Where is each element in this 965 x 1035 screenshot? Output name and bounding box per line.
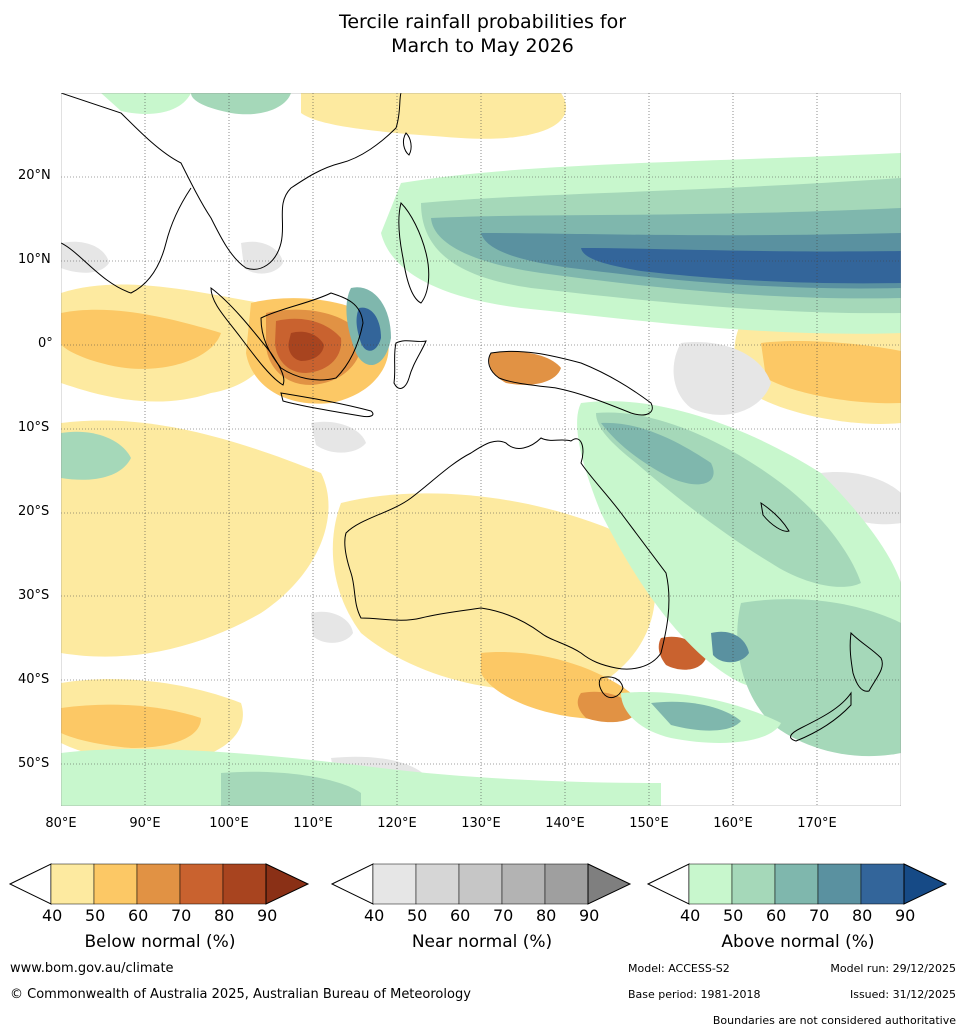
map-svg — [61, 93, 901, 806]
tasmania-coastline — [598, 676, 624, 699]
lat-label-20n: 20°N — [18, 168, 51, 183]
sulawesi-coastline — [393, 340, 427, 389]
borneo-coastline — [260, 292, 364, 381]
lon-label-120e: 120°E — [377, 816, 417, 831]
philippines-coastline — [398, 202, 430, 304]
asia-mainland-coastline — [61, 93, 402, 270]
lat-label-20s: 20°S — [18, 504, 50, 519]
india-coastline — [61, 187, 192, 294]
title-line-2: March to May 2026 — [391, 35, 574, 57]
new-guinea-coastline — [488, 350, 653, 416]
model-run-text: Model run: 29/12/2025 — [830, 962, 956, 975]
base-period-text: Base period: 1981-2018 — [628, 988, 761, 1001]
lon-label-160e: 160°E — [713, 816, 753, 831]
lat-label-10s: 10°S — [18, 420, 50, 435]
issued-text: Issued: 31/12/2025 — [849, 988, 956, 1001]
new-zealand-north-coastline — [849, 631, 883, 692]
near-normal-title: Near normal (%) — [411, 932, 553, 952]
lon-label-90e: 90°E — [129, 816, 161, 831]
lat-label-10n: 10°N — [18, 252, 51, 267]
rainfall-map[interactable] — [61, 93, 901, 806]
near-normal-colorbar — [330, 863, 632, 905]
below-normal-title: Below normal (%) — [84, 932, 236, 952]
new-caledonia-coastline — [760, 501, 790, 532]
java-coastline — [280, 392, 374, 418]
lon-label-140e: 140°E — [545, 816, 585, 831]
below-normal-regions — [61, 93, 901, 764]
lon-label-100e: 100°E — [209, 816, 249, 831]
above-normal-colorbar — [646, 863, 948, 905]
new-zealand-south-coastline — [790, 691, 852, 742]
chart-title: Tercile rainfall probabilities for March… — [0, 10, 965, 58]
above-normal-title: Above normal (%) — [721, 932, 875, 952]
graticule — [61, 93, 901, 806]
taiwan-coastline — [402, 132, 412, 156]
above-normal-regions — [61, 93, 901, 806]
copyright-text: © Commonwealth of Australia 2025, Austra… — [10, 987, 471, 1002]
disclaimer-text: Boundaries are not considered authoritat… — [712, 1014, 956, 1027]
lon-label-150e: 150°E — [629, 816, 669, 831]
lon-label-80e: 80°E — [45, 816, 77, 831]
below-normal-colorbar — [8, 863, 310, 905]
website-link[interactable]: www.bom.gov.au/climate — [10, 961, 174, 976]
sumatra-coastline — [210, 286, 285, 386]
model-text: Model: ACCESS-S2 — [628, 962, 730, 975]
lon-label-110e: 110°E — [293, 816, 333, 831]
lat-label-40s: 40°S — [18, 672, 50, 687]
lat-label-30s: 30°S — [18, 588, 50, 603]
lat-label-50s: 50°S — [18, 756, 50, 771]
lon-label-170e: 170°E — [797, 816, 837, 831]
title-line-1: Tercile rainfall probabilities for — [338, 11, 627, 33]
coastlines — [61, 93, 883, 742]
lat-label-0: 0° — [38, 336, 53, 351]
lon-label-130e: 130°E — [461, 816, 501, 831]
australia-coastline — [344, 437, 670, 670]
